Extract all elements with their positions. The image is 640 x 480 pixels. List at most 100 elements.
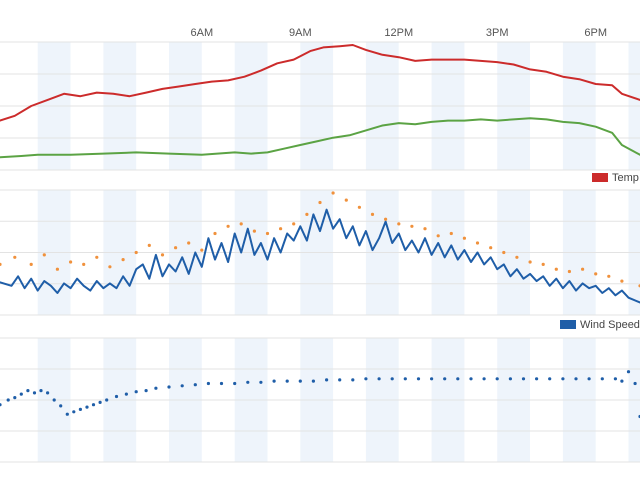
data-point-pressure-0 <box>206 381 210 386</box>
time-tick-label: 3PM <box>486 27 509 39</box>
data-point-wind-1 <box>581 267 585 271</box>
data-point-pressure-0 <box>134 390 138 394</box>
data-point-pressure-0 <box>246 380 250 384</box>
data-point-wind-1 <box>174 246 178 250</box>
data-point-pressure-0 <box>98 400 102 404</box>
data-point-pressure-0 <box>351 378 355 382</box>
data-point-wind-1 <box>187 241 191 245</box>
data-point-wind-1 <box>515 255 519 259</box>
data-point-pressure-0 <box>85 405 89 409</box>
data-point-pressure-0 <box>6 398 10 402</box>
data-point-pressure-0 <box>233 381 237 386</box>
data-point-pressure-0 <box>124 392 128 396</box>
data-point-wind-1 <box>331 191 335 195</box>
data-point-pressure-0 <box>272 379 276 383</box>
data-point-pressure-0 <box>587 377 591 381</box>
data-point-wind-1 <box>370 212 375 216</box>
data-point-pressure-0 <box>620 379 624 383</box>
data-point-wind-1 <box>344 198 348 202</box>
time-tick-label: 9AM <box>289 27 312 39</box>
data-point-wind-1 <box>121 258 125 262</box>
data-point-wind-1 <box>69 260 73 264</box>
data-point-pressure-0 <box>613 377 618 381</box>
data-point-pressure-0 <box>65 412 69 416</box>
data-point-wind-1 <box>292 222 296 226</box>
legend-swatch <box>592 173 608 182</box>
data-point-wind-1 <box>384 217 388 221</box>
data-point-pressure-0 <box>32 391 37 395</box>
data-point-wind-1 <box>252 229 256 233</box>
data-point-pressure-0 <box>521 377 526 381</box>
data-point-wind-1 <box>462 236 466 240</box>
data-point-pressure-0 <box>600 377 604 381</box>
data-point-pressure-0 <box>19 392 23 396</box>
data-point-wind-1 <box>108 265 112 269</box>
data-point-wind-1 <box>357 205 361 209</box>
data-point-wind-1 <box>620 279 624 283</box>
data-point-wind-1 <box>265 231 270 236</box>
data-point-pressure-0 <box>193 383 197 387</box>
data-point-pressure-0 <box>105 398 109 402</box>
panel-temperature <box>0 41 640 171</box>
data-point-wind-1 <box>95 255 99 259</box>
data-point-wind-1 <box>29 262 33 266</box>
data-point-pressure-0 <box>456 377 460 381</box>
data-point-wind-1 <box>449 231 453 236</box>
data-point-pressure-0 <box>390 377 394 381</box>
data-point-pressure-0 <box>416 377 421 381</box>
data-point-pressure-0 <box>482 377 486 381</box>
time-tick-label: 6AM <box>190 27 213 39</box>
data-point-wind-1 <box>42 253 46 257</box>
data-point-pressure-0 <box>574 377 578 381</box>
data-point-wind-1 <box>436 234 440 238</box>
data-point-wind-1 <box>55 267 60 271</box>
data-point-wind-1 <box>594 272 598 276</box>
data-point-pressure-0 <box>338 378 342 382</box>
data-point-pressure-0 <box>325 378 329 382</box>
time-axis: 6AM 9AM 12PM 3PM 6PM <box>190 27 607 39</box>
data-point-pressure-0 <box>548 377 552 381</box>
data-point-pressure-0 <box>52 398 56 402</box>
data-point-pressure-0 <box>535 377 539 381</box>
data-point-wind-1 <box>318 200 322 205</box>
data-point-pressure-0 <box>626 370 631 374</box>
series-line-wind-0 <box>0 208 640 304</box>
data-point-wind-1 <box>13 255 17 259</box>
data-point-pressure-0 <box>26 389 30 393</box>
data-point-wind-1 <box>489 246 493 250</box>
data-point-pressure-0 <box>508 377 512 381</box>
data-point-wind-1 <box>279 227 283 231</box>
data-point-pressure-0 <box>561 377 565 381</box>
data-point-pressure-0 <box>403 377 407 381</box>
data-point-pressure-0 <box>91 403 96 407</box>
data-point-wind-1 <box>567 269 572 274</box>
data-point-pressure-0 <box>13 396 17 400</box>
data-point-wind-1 <box>200 248 204 252</box>
series-line-temperature-0 <box>0 44 640 122</box>
data-point-pressure-0 <box>469 377 473 381</box>
data-point-pressure-0 <box>78 407 82 411</box>
data-point-wind-1 <box>0 262 2 266</box>
data-point-pressure-0 <box>59 404 63 408</box>
data-point-wind-1 <box>607 274 611 278</box>
data-point-pressure-0 <box>364 377 368 381</box>
panel-pressure <box>0 337 640 463</box>
legend-label: Wind Speed <box>580 319 640 331</box>
data-point-pressure-0 <box>39 389 43 393</box>
series-line-temperature-1 <box>0 117 640 159</box>
data-point-wind-1 <box>160 253 165 257</box>
data-point-wind-1 <box>134 250 138 255</box>
data-point-pressure-0 <box>495 377 499 381</box>
data-point-wind-1 <box>554 267 558 271</box>
data-point-pressure-0 <box>180 384 184 388</box>
data-point-wind-1 <box>541 262 545 266</box>
data-point-pressure-0 <box>377 377 381 381</box>
legend-swatch <box>560 320 576 329</box>
data-point-pressure-0 <box>443 377 447 381</box>
data-point-wind-1 <box>213 231 217 236</box>
time-tick-label: 6PM <box>584 27 607 39</box>
panel-wind <box>0 189 640 316</box>
data-point-pressure-0 <box>311 379 315 383</box>
